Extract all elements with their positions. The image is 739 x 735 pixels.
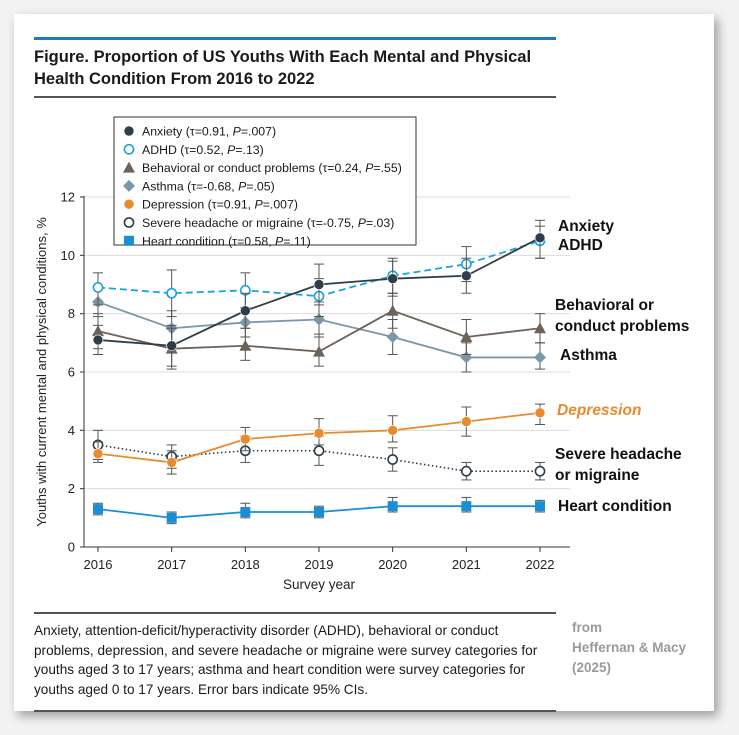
data-point xyxy=(534,232,546,244)
y-tick-label: 8 xyxy=(68,306,75,321)
data-point xyxy=(313,427,325,439)
credit-line: Heffernan & Macy xyxy=(572,640,687,655)
x-tick-label: 2018 xyxy=(231,557,260,572)
y-tick-label: 12 xyxy=(61,190,75,205)
x-tick-label: 2022 xyxy=(526,557,555,572)
x-tick-label: 2021 xyxy=(452,557,481,572)
data-point xyxy=(240,507,251,517)
x-tick-label: 2016 xyxy=(84,557,113,572)
data-point xyxy=(534,322,546,334)
series-depression xyxy=(92,403,546,475)
data-point xyxy=(166,457,177,468)
legend-label: Heart condition (τ=0.58, P=.11) xyxy=(142,234,311,248)
legend-marker xyxy=(123,198,135,210)
legend-marker xyxy=(123,179,135,192)
title-divider xyxy=(34,96,556,98)
figure-title: Figure. Proportion of US Youths With Eac… xyxy=(34,48,532,88)
series-end-label: Severe headache or migraine xyxy=(555,446,682,484)
legend-marker xyxy=(123,143,135,155)
data-point xyxy=(386,304,399,316)
y-tick-label: 4 xyxy=(68,423,75,438)
legend-item: Severe headache or migraine (τ=-0.75, P=… xyxy=(123,216,394,230)
legend-label: Severe headache or migraine (τ=-0.75, P=… xyxy=(142,216,394,230)
series-end-label: Behavioral or conduct problems xyxy=(555,297,689,335)
data-point xyxy=(239,339,252,351)
x-tick-label: 2020 xyxy=(378,557,407,572)
data-point xyxy=(386,331,399,343)
y-tick-label: 2 xyxy=(68,481,75,496)
credit-line: (2025) xyxy=(572,660,612,675)
series-end-label: Heart condition xyxy=(558,498,672,515)
legend-item: Heart condition (τ=0.58, P=.11) xyxy=(124,234,311,248)
data-point xyxy=(313,445,325,457)
legend-label: Anxiety (τ=0.91, P=.007) xyxy=(142,125,276,139)
data-point xyxy=(240,433,251,445)
legend-box xyxy=(113,116,417,246)
y-tick-label: 6 xyxy=(68,365,75,380)
data-point xyxy=(387,501,398,512)
data-point xyxy=(460,331,473,342)
legend-label: Depression (τ=0.91, P=.007) xyxy=(142,198,298,212)
legend-label: Behavioral or conduct problems (τ=0.24, … xyxy=(142,161,402,175)
series-anxiety xyxy=(92,219,546,367)
series-end-label: Asthma xyxy=(560,347,617,364)
caption-bottom-rule xyxy=(34,710,556,712)
legend-label: Asthma (τ=-0.68, P=.05) xyxy=(142,179,275,193)
data-point xyxy=(314,507,324,517)
data-point xyxy=(313,345,325,357)
data-point xyxy=(240,305,251,317)
data-point xyxy=(534,407,546,419)
series-end-label: Anxiety xyxy=(558,218,614,235)
y-tick-label: 10 xyxy=(61,248,75,263)
data-point xyxy=(534,465,546,477)
credit-line: from xyxy=(572,620,602,635)
data-point xyxy=(387,425,398,436)
legend-marker xyxy=(123,217,135,228)
legend-item: Asthma (τ=-0.68, P=.05) xyxy=(123,179,275,193)
data-point xyxy=(387,273,398,284)
legend-marker xyxy=(123,161,135,173)
y-tick-label: 0 xyxy=(68,540,75,555)
data-point xyxy=(93,504,103,515)
data-point xyxy=(92,334,104,346)
caption-divider xyxy=(34,612,556,614)
legend-marker xyxy=(123,125,135,137)
data-point xyxy=(387,454,399,465)
data-point xyxy=(460,465,472,477)
data-point xyxy=(166,340,177,352)
data-point xyxy=(461,270,472,282)
legend-marker xyxy=(124,235,134,246)
title-top-rule xyxy=(34,37,556,40)
legend-label: ADHD (τ=0.52, P=.13) xyxy=(142,143,264,157)
series-heart-condition xyxy=(93,496,545,525)
data-point xyxy=(534,351,546,364)
source-credit: from Heffernan & Macy (2025) xyxy=(572,618,686,678)
y-axis-title: Youths with current mental and physical … xyxy=(34,217,49,527)
x-axis-title: Survey year xyxy=(283,577,356,592)
figure-caption: Anxiety, attention-deficit/hyperactivity… xyxy=(34,623,538,697)
data-point xyxy=(461,416,472,427)
data-point xyxy=(92,448,104,459)
legend-item: ADHD (τ=0.52, P=.13) xyxy=(123,143,264,157)
data-point xyxy=(535,501,545,512)
series-end-label: ADHD xyxy=(558,237,603,254)
x-tick-label: 2019 xyxy=(305,557,334,572)
data-point xyxy=(313,279,325,290)
series-end-label: Depression xyxy=(557,402,641,419)
legend-item: Depression (τ=0.91, P=.007) xyxy=(123,198,298,212)
legend-item: Behavioral or conduct problems (τ=0.24, … xyxy=(123,161,402,175)
data-point xyxy=(166,287,178,299)
data-point xyxy=(166,512,177,523)
legend-item: Anxiety (τ=0.91, P=.007) xyxy=(123,125,276,139)
data-point xyxy=(461,501,472,512)
x-tick-label: 2017 xyxy=(157,557,186,572)
data-point xyxy=(92,282,104,293)
